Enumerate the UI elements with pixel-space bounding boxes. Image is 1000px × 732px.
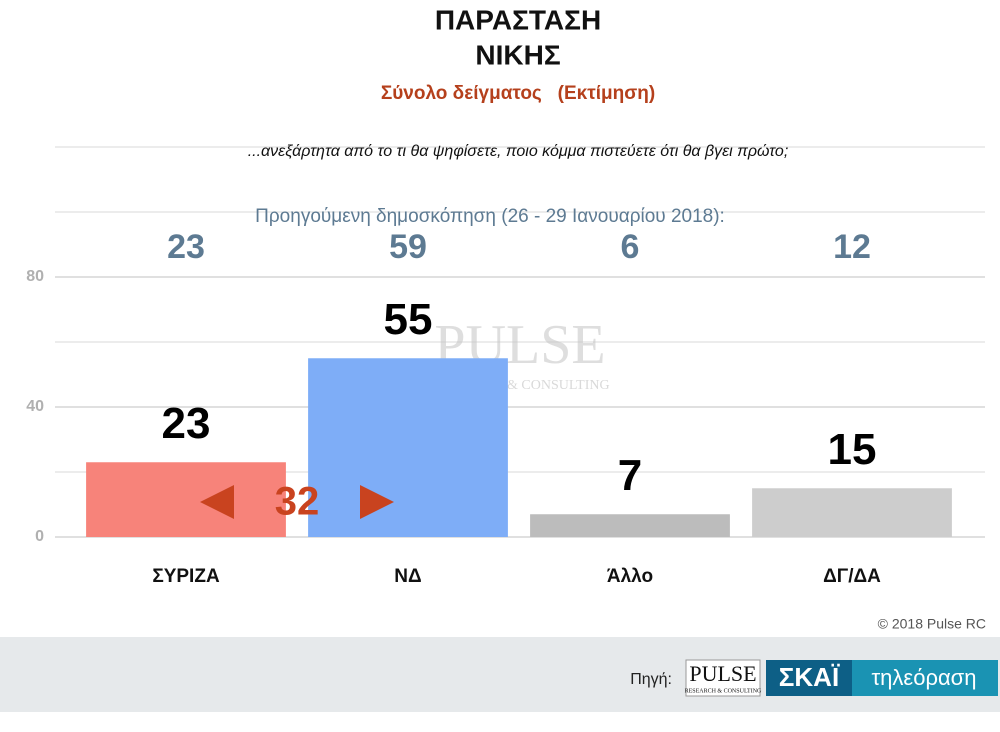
previous-value: 6 <box>621 228 640 266</box>
pulse-logo-sub: RESEARCH & CONSULTING <box>685 688 762 694</box>
gap-arrow-right <box>360 485 394 519</box>
chart-title: ΝΙΚΗΣ <box>475 39 560 70</box>
x-tick-label: ΔΓ/ΔΑ <box>823 566 881 587</box>
bar <box>308 358 508 537</box>
value-label: 15 <box>828 425 877 474</box>
channel-name: ΣΚΑΪ <box>779 662 840 692</box>
channel-logo-dark <box>766 660 852 696</box>
x-tick-label: Άλλο <box>607 566 653 587</box>
previous-value: 59 <box>389 228 427 266</box>
chart-title: ΠΑΡΑΣΤΑΣΗ <box>435 4 601 35</box>
gap-arrow-left <box>200 485 234 519</box>
previous-value: 23 <box>167 228 205 266</box>
value-label: 23 <box>162 399 211 448</box>
pulse-logo: PULSE <box>689 661 756 686</box>
pulse-logo-bg <box>685 659 761 697</box>
channel-sub: τηλεόραση <box>871 665 976 690</box>
x-tick-label: ΝΔ <box>394 566 421 587</box>
previous-value: 12 <box>833 228 871 266</box>
value-label: 55 <box>384 295 433 344</box>
x-tick-label: ΣΥΡΙΖΑ <box>152 566 220 587</box>
y-tick-label: 80 <box>26 268 44 285</box>
y-tick-label: 40 <box>26 398 44 415</box>
bar <box>530 514 730 537</box>
value-label: 7 <box>618 451 642 500</box>
question: ...ανεξάρτητα από το τι θα ψηφίσετε, ποι… <box>248 143 789 160</box>
chart-subtitle: Σύνολο δείγματος (Εκτίμηση) <box>381 83 655 104</box>
bar <box>86 462 286 537</box>
gap-annotation: 32 <box>275 480 320 524</box>
bar <box>752 488 952 537</box>
previous-poll-label: Προηγούμενη δημοσκόπηση (26 - 29 Ιανουαρ… <box>255 206 725 227</box>
source-label: Πηγή: <box>630 671 672 688</box>
credit: © 2018 Pulse RC <box>878 616 986 632</box>
y-tick-label: 0 <box>35 528 44 545</box>
